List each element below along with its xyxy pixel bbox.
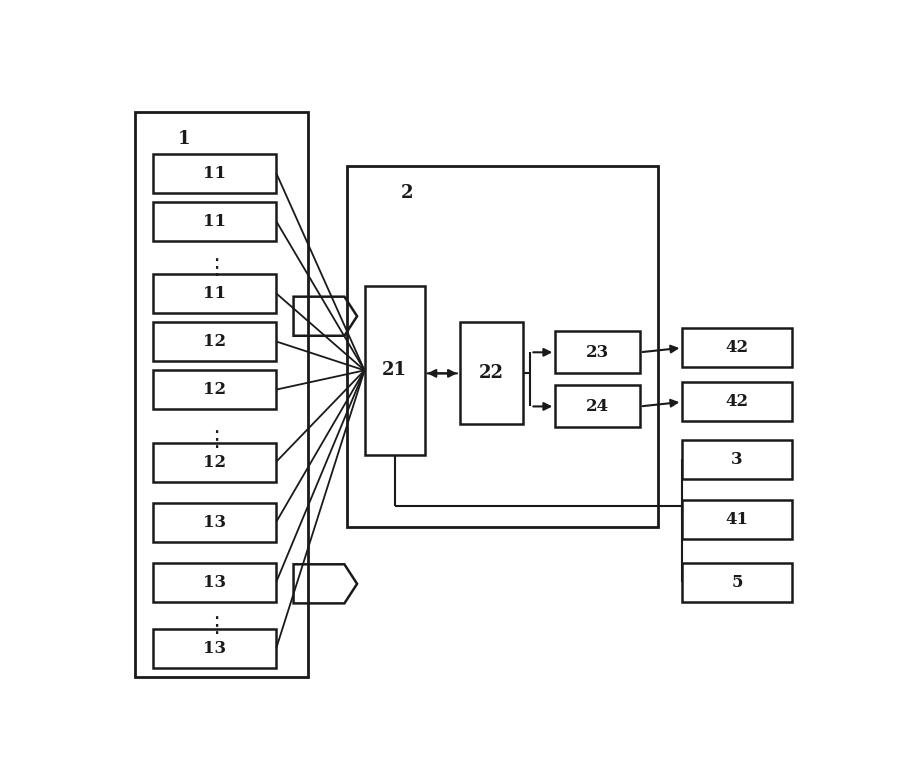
Bar: [682, 440, 792, 479]
Bar: [153, 629, 276, 668]
Text: 13: 13: [203, 514, 226, 531]
Text: 13: 13: [203, 640, 226, 657]
Bar: [682, 500, 792, 539]
Text: 12: 12: [203, 381, 226, 398]
Text: 23: 23: [586, 344, 609, 361]
Text: 21: 21: [382, 362, 407, 380]
Bar: [153, 563, 276, 602]
Text: 42: 42: [725, 394, 749, 411]
Text: 1: 1: [179, 130, 190, 148]
Text: 24: 24: [586, 398, 609, 415]
Bar: [153, 274, 276, 313]
Bar: [682, 328, 792, 367]
Text: 12: 12: [203, 333, 226, 351]
Bar: [347, 166, 658, 526]
Text: ⋮: ⋮: [205, 616, 228, 636]
Text: 42: 42: [725, 339, 749, 356]
Text: 11: 11: [203, 285, 226, 302]
Bar: [153, 503, 276, 542]
Bar: [153, 370, 276, 409]
Text: 11: 11: [203, 165, 226, 182]
Text: 3: 3: [732, 451, 742, 468]
Text: ⋮: ⋮: [205, 258, 228, 278]
Text: 41: 41: [725, 511, 749, 528]
Text: 2: 2: [401, 184, 413, 202]
Text: 13: 13: [203, 574, 226, 591]
Text: 12: 12: [203, 454, 226, 471]
Bar: [153, 202, 276, 241]
Text: ⋮: ⋮: [205, 430, 228, 450]
Bar: [555, 331, 640, 373]
Bar: [153, 323, 276, 362]
Bar: [135, 112, 308, 677]
Text: 11: 11: [203, 213, 226, 230]
Bar: [153, 443, 276, 482]
Bar: [682, 563, 792, 602]
Bar: [364, 286, 425, 455]
Text: 5: 5: [732, 574, 742, 591]
Text: 22: 22: [479, 365, 504, 383]
Bar: [555, 385, 640, 427]
Bar: [460, 323, 523, 424]
Bar: [153, 154, 276, 193]
Bar: [682, 383, 792, 422]
